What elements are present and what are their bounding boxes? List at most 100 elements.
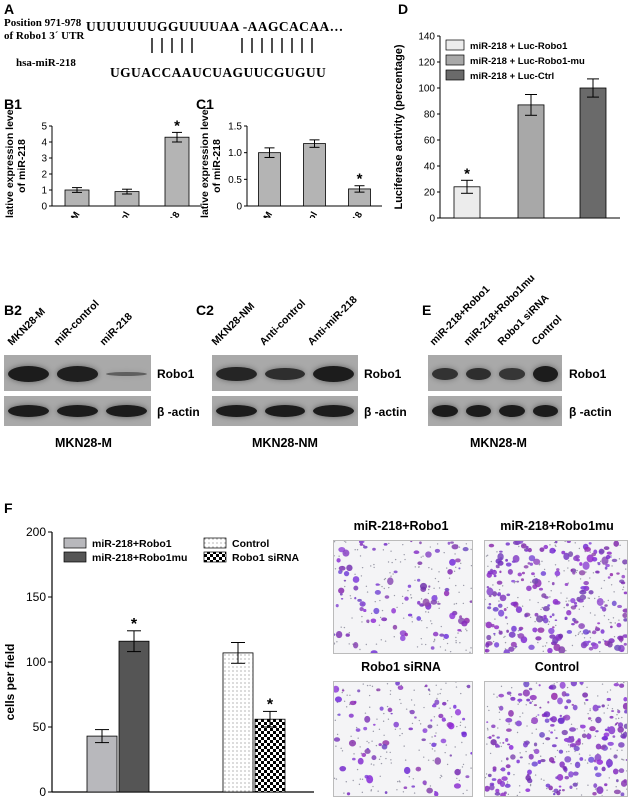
pore — [552, 790, 554, 793]
stained-cell — [498, 705, 504, 711]
pore — [469, 651, 471, 653]
stained-cell — [593, 783, 598, 788]
stained-cell — [539, 547, 545, 552]
stained-cell — [430, 599, 438, 605]
pore — [554, 564, 557, 566]
pore — [393, 594, 396, 597]
stained-cell — [508, 631, 516, 638]
pore — [404, 759, 407, 761]
stained-cell — [601, 766, 606, 772]
stained-cell — [582, 629, 590, 635]
pore — [456, 777, 458, 780]
pore — [462, 792, 464, 795]
legend-swatch — [445, 39, 465, 51]
y-tick-label: 140 — [418, 32, 435, 43]
pore — [549, 596, 551, 598]
y-tick-label: 120 — [418, 58, 435, 69]
pore — [542, 742, 545, 745]
pore — [496, 696, 498, 698]
b2-actin-blot — [4, 396, 151, 426]
b2-robo1-blot — [4, 355, 151, 391]
pore — [567, 744, 570, 746]
pore — [413, 689, 415, 691]
stained-cell — [424, 684, 428, 688]
stained-cell — [506, 593, 511, 597]
stained-cell — [520, 578, 525, 582]
stained-cell — [457, 628, 462, 632]
bar-d-2 — [579, 87, 607, 219]
pore — [402, 791, 405, 793]
stained-cell — [561, 788, 565, 792]
pore — [556, 576, 558, 578]
stained-cell — [569, 743, 577, 748]
pore — [418, 566, 420, 568]
stained-cell — [557, 697, 563, 705]
stained-cell — [506, 629, 510, 633]
pore — [622, 586, 625, 588]
stained-cell — [553, 643, 561, 652]
pore — [535, 682, 538, 684]
stained-cell — [491, 724, 496, 729]
pore — [567, 567, 569, 569]
c2-actin-label: β -actin — [364, 405, 407, 419]
pore — [470, 564, 472, 567]
stained-cell — [408, 727, 413, 731]
pore — [590, 719, 593, 722]
stained-cell — [427, 688, 431, 691]
stained-cell — [558, 785, 562, 788]
pore — [408, 776, 410, 778]
pore — [466, 789, 468, 792]
stained-cell — [568, 736, 571, 739]
stained-cell — [359, 601, 366, 607]
pore — [548, 730, 550, 732]
pore — [349, 694, 351, 696]
stained-cell — [570, 598, 576, 604]
significance-star: * — [131, 616, 138, 633]
pore — [621, 716, 623, 719]
legend-label: Robo1 siRNA — [232, 552, 300, 564]
stained-cell — [517, 572, 522, 577]
pore — [575, 571, 577, 574]
c2-lane-label: MKN28-NM — [209, 300, 258, 348]
y-axis-label-line2: of miR-218 — [211, 139, 223, 193]
pore — [517, 630, 520, 632]
stained-cell — [519, 756, 523, 759]
stained-cell — [595, 570, 599, 574]
e-actin-band — [465, 405, 491, 417]
stained-cell — [531, 761, 538, 767]
stained-cell — [487, 606, 492, 610]
chart-c1: 0 0.5 1.0 1.5 Relative expression levels of m… — [199, 108, 382, 218]
stained-cell — [551, 626, 555, 629]
stained-cell — [564, 756, 572, 763]
pore — [504, 648, 507, 650]
pore — [402, 617, 405, 619]
y-tick-label: 60 — [424, 136, 436, 147]
pore — [411, 616, 413, 618]
pore — [334, 642, 336, 644]
stained-cell — [346, 792, 351, 796]
stained-cell — [618, 742, 625, 748]
stained-cell — [455, 558, 461, 563]
c2-lane-label: Anti-control — [257, 297, 309, 348]
stained-cell — [505, 764, 511, 769]
stained-cell — [486, 586, 490, 589]
stained-cell — [403, 786, 408, 789]
pore — [603, 579, 606, 582]
pore — [403, 553, 405, 556]
stained-cell — [554, 541, 558, 544]
pore — [587, 784, 589, 786]
pore — [394, 558, 397, 561]
pore — [504, 641, 507, 644]
stained-cell — [407, 584, 412, 588]
stained-cell — [447, 722, 455, 730]
pore — [436, 724, 439, 726]
y-tick-label: 40 — [424, 162, 436, 173]
stained-cell — [579, 589, 587, 595]
pore — [411, 621, 414, 623]
stained-cell — [425, 551, 432, 558]
stained-cell — [540, 758, 546, 763]
stained-cell — [431, 595, 438, 602]
stained-cell — [528, 555, 536, 562]
stained-cell — [520, 543, 527, 549]
stained-cell — [392, 624, 398, 630]
